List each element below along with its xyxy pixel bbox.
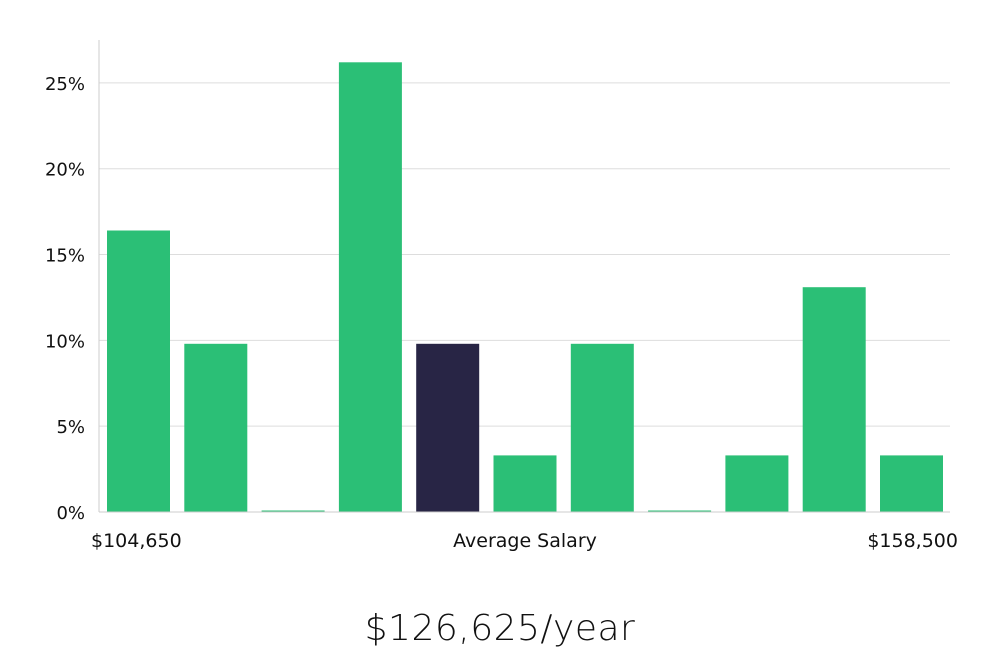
bar-average-highlight — [416, 343, 480, 512]
y-tick-label: 15% — [45, 246, 85, 267]
x-max-label: $158,500 — [867, 530, 958, 552]
y-tick-label: 20% — [45, 160, 85, 181]
x-min-label: $104,650 — [91, 530, 182, 552]
y-tick-label: 10% — [45, 331, 85, 352]
bar — [338, 62, 402, 513]
bars — [107, 62, 943, 513]
bar — [107, 230, 170, 512]
salary-headline: $126,625/year — [364, 608, 636, 649]
bar — [880, 455, 943, 512]
x-center-label: Average Salary — [453, 530, 597, 552]
y-tick-label: 0% — [56, 503, 85, 524]
bar — [570, 343, 634, 512]
bar — [802, 287, 866, 512]
y-tick-label: 25% — [45, 74, 85, 95]
salary-histogram: 0% 5% 10% 15% 20% 25% $104,650 Average Salary… — [45, 40, 958, 552]
bar — [493, 455, 557, 512]
bar — [725, 455, 789, 512]
bar — [261, 510, 325, 512]
y-axis-ticks: 0% 5% 10% 15% 20% 25% — [45, 74, 85, 524]
bar — [648, 510, 712, 512]
bar — [184, 343, 248, 512]
y-tick-label: 5% — [56, 417, 85, 438]
